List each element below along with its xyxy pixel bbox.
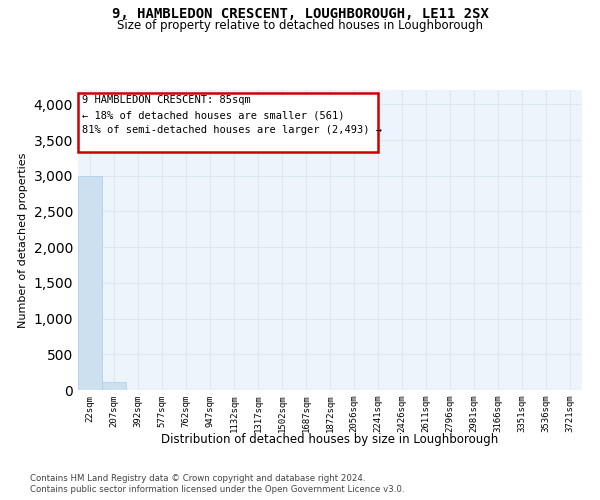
Text: Size of property relative to detached houses in Loughborough: Size of property relative to detached ho… <box>117 18 483 32</box>
FancyBboxPatch shape <box>78 93 378 152</box>
Text: 9, HAMBLEDON CRESCENT, LOUGHBOROUGH, LE11 2SX: 9, HAMBLEDON CRESCENT, LOUGHBOROUGH, LE1… <box>112 6 488 20</box>
Text: Contains public sector information licensed under the Open Government Licence v3: Contains public sector information licen… <box>30 485 404 494</box>
Text: Contains HM Land Registry data © Crown copyright and database right 2024.: Contains HM Land Registry data © Crown c… <box>30 474 365 483</box>
Bar <box>102 382 126 390</box>
Y-axis label: Number of detached properties: Number of detached properties <box>18 152 28 328</box>
Bar <box>78 176 102 390</box>
Text: Distribution of detached houses by size in Loughborough: Distribution of detached houses by size … <box>161 432 499 446</box>
Text: 9 HAMBLEDON CRESCENT: 85sqm
← 18% of detached houses are smaller (561)
81% of se: 9 HAMBLEDON CRESCENT: 85sqm ← 18% of det… <box>82 96 382 135</box>
